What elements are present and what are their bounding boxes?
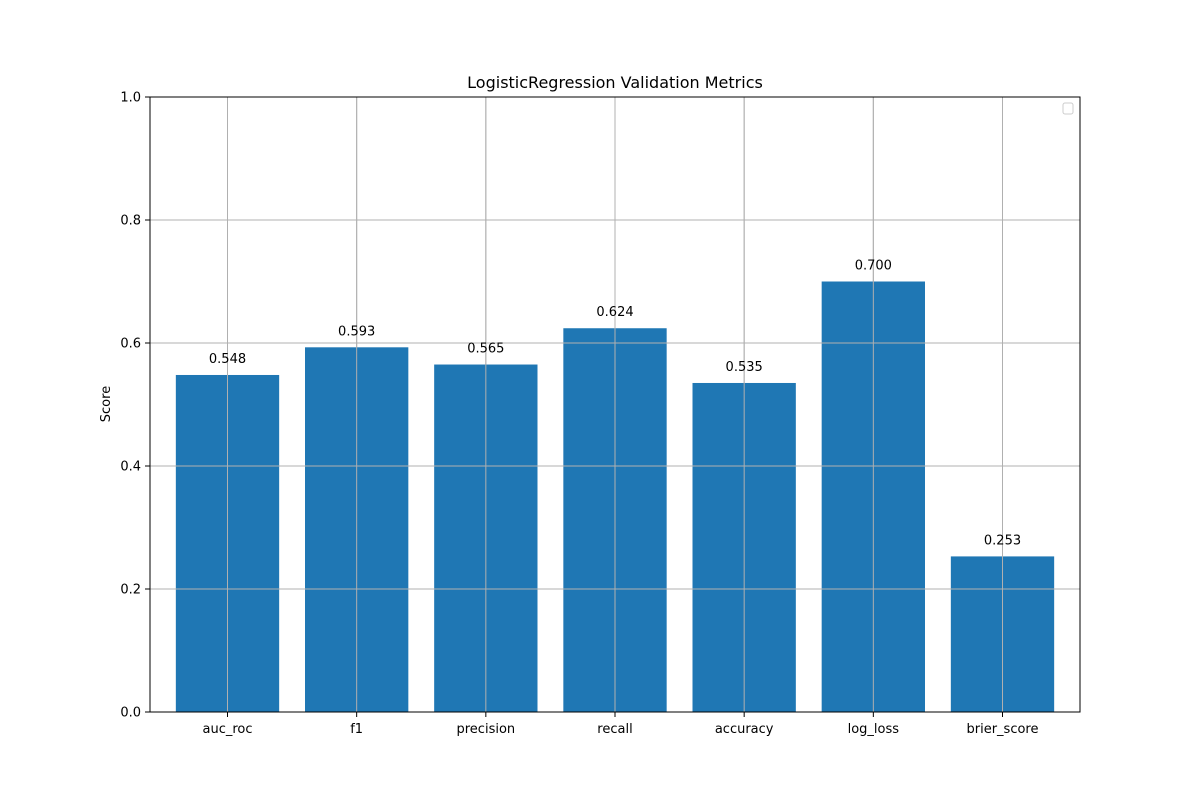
value-label: 0.624 bbox=[596, 305, 633, 320]
legend-box bbox=[1062, 102, 1074, 115]
y-tick-label: 1.0 bbox=[120, 91, 141, 106]
x-tick-label: f1 bbox=[350, 722, 363, 737]
chart-title: LogisticRegression Validation Metrics bbox=[467, 73, 763, 92]
y-tick-label: 0.8 bbox=[120, 214, 141, 229]
value-label: 0.565 bbox=[467, 342, 504, 357]
ticks-layer: 0.0 0.2 0.4 0.6 0.8 1.0 auc_roc f1 precision reca… bbox=[120, 91, 1038, 738]
value-label: 0.253 bbox=[984, 533, 1021, 548]
value-labels-layer: 0.548 0.593 0.565 0.624 0.535 0.700 0.253 bbox=[209, 259, 1021, 549]
x-tick-label: auc_roc bbox=[202, 722, 252, 737]
y-axis-label: Score bbox=[99, 386, 114, 422]
x-tick-label: log_loss bbox=[848, 722, 900, 737]
y-tick-label: 0.4 bbox=[120, 460, 141, 475]
x-tick-label: accuracy bbox=[715, 722, 774, 737]
value-label: 0.535 bbox=[726, 360, 763, 375]
y-tick-label: 0.2 bbox=[120, 583, 141, 598]
value-label: 0.548 bbox=[209, 352, 246, 367]
axes-frame bbox=[149, 96, 1081, 713]
x-tick-label: brier_score bbox=[967, 722, 1039, 737]
value-label: 0.700 bbox=[855, 259, 892, 274]
value-label: 0.593 bbox=[338, 324, 375, 339]
y-tick-label: 0.0 bbox=[120, 706, 141, 721]
y-tick-label: 0.6 bbox=[120, 337, 141, 352]
x-tick-label: precision bbox=[457, 722, 516, 737]
x-tick-label: recall bbox=[597, 722, 632, 737]
